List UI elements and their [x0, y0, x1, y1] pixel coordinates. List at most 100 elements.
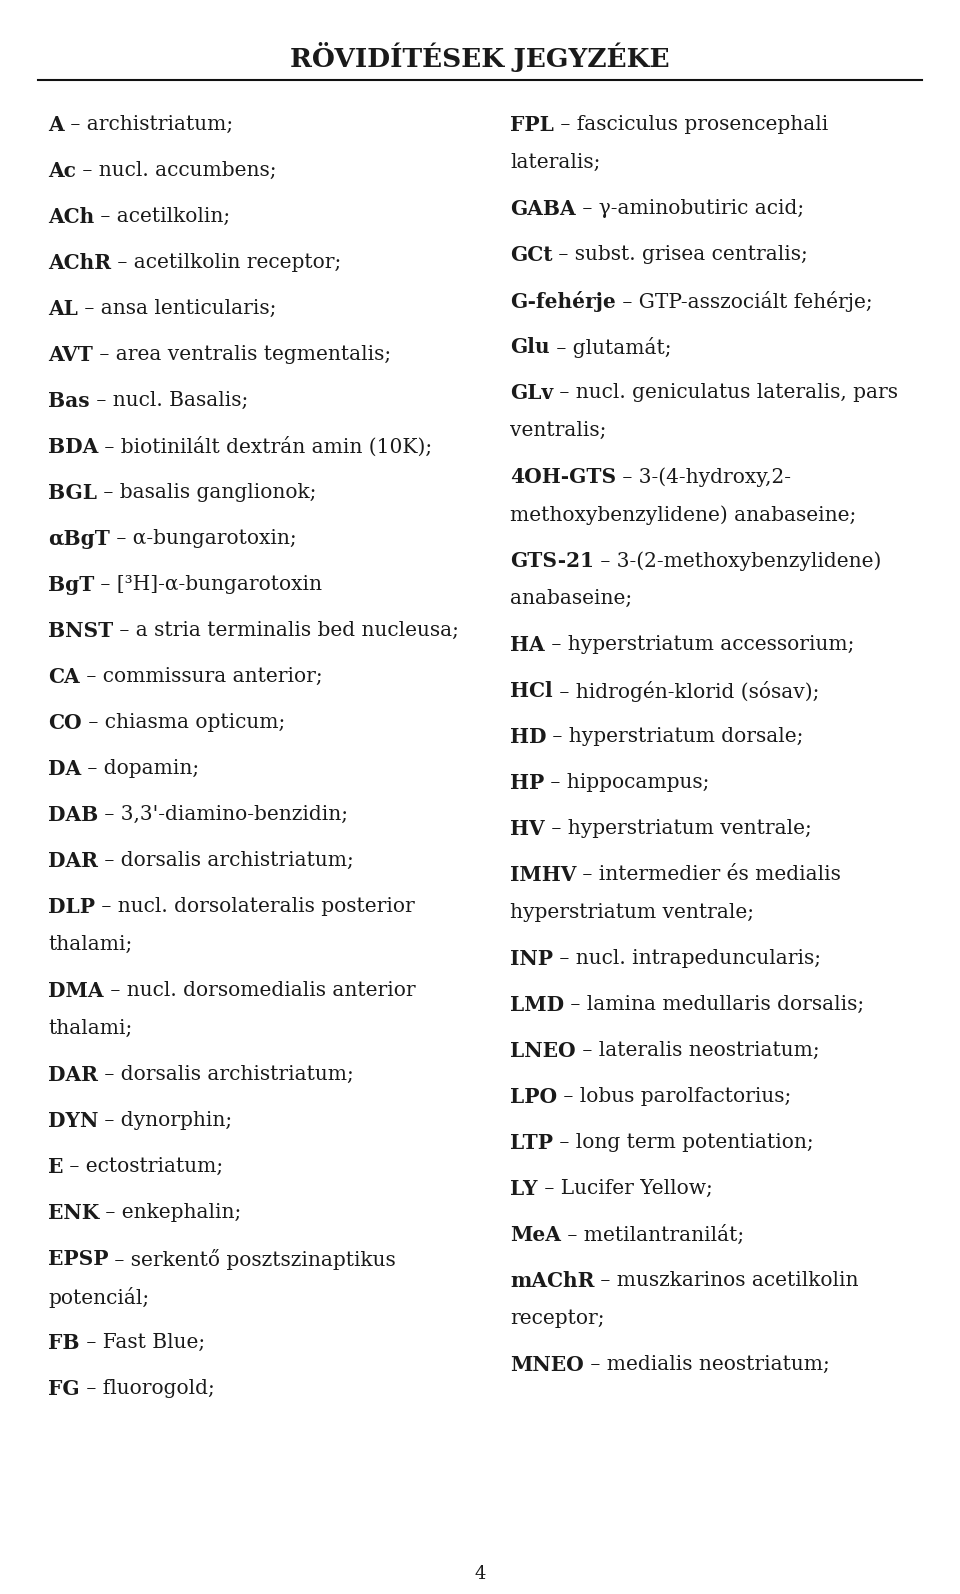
Text: – hyperstriatum ventrale;: – hyperstriatum ventrale;	[544, 819, 811, 838]
Text: BNST: BNST	[48, 622, 113, 641]
Text: – hippocampus;: – hippocampus;	[544, 773, 709, 792]
Text: INP: INP	[510, 948, 553, 969]
Text: MeA: MeA	[510, 1226, 561, 1245]
Text: E: E	[48, 1157, 63, 1176]
Text: – α-bungarotoxin;: – α-bungarotoxin;	[109, 529, 297, 548]
Text: DLP: DLP	[48, 897, 95, 917]
Text: DAB: DAB	[48, 805, 98, 826]
Text: – basalis ganglionok;: – basalis ganglionok;	[97, 483, 317, 502]
Text: – nucl. dorsomedialis anterior: – nucl. dorsomedialis anterior	[104, 980, 415, 999]
Text: methoxybenzylidene) anabaseine;: methoxybenzylidene) anabaseine;	[510, 505, 856, 524]
Text: LTP: LTP	[510, 1133, 553, 1152]
Text: – [³H]-α-bungarotoxin: – [³H]-α-bungarotoxin	[94, 575, 323, 595]
Text: thalami;: thalami;	[48, 936, 132, 953]
Text: DYN: DYN	[48, 1111, 98, 1132]
Text: lateralis;: lateralis;	[510, 153, 600, 172]
Text: BGL: BGL	[48, 483, 97, 504]
Text: HD: HD	[510, 727, 546, 748]
Text: – lobus parolfactorius;: – lobus parolfactorius;	[557, 1087, 791, 1106]
Text: EPSP: EPSP	[48, 1250, 108, 1269]
Text: AVT: AVT	[48, 344, 93, 365]
Text: G-fehérje: G-fehérje	[510, 292, 615, 312]
Text: GCt: GCt	[510, 245, 553, 265]
Text: – fluorogold;: – fluorogold;	[80, 1379, 214, 1398]
Text: – biotinilált dextrán amin (10K);: – biotinilált dextrán amin (10K);	[98, 437, 432, 457]
Text: GLv: GLv	[510, 383, 553, 403]
Text: – acetilkolin receptor;: – acetilkolin receptor;	[111, 253, 342, 273]
Text: – a stria terminalis bed nucleusa;: – a stria terminalis bed nucleusa;	[113, 622, 459, 641]
Text: LMD: LMD	[510, 995, 564, 1015]
Text: HA: HA	[510, 634, 544, 655]
Text: – glutamát;: – glutamát;	[550, 336, 671, 359]
Text: – hidrogén-klorid (sósav);: – hidrogén-klorid (sósav);	[553, 681, 819, 701]
Text: – 3-(4-hydroxy,2-: – 3-(4-hydroxy,2-	[616, 467, 791, 486]
Text: – metilantranilát;: – metilantranilát;	[561, 1226, 744, 1245]
Text: HV: HV	[510, 819, 544, 838]
Text: GABA: GABA	[510, 199, 576, 218]
Text: – Fast Blue;: – Fast Blue;	[80, 1333, 204, 1352]
Text: – lateralis neostriatum;: – lateralis neostriatum;	[576, 1041, 819, 1060]
Text: anabaseine;: anabaseine;	[510, 590, 632, 607]
Text: BDA: BDA	[48, 437, 98, 457]
Text: CO: CO	[48, 713, 82, 733]
Text: HP: HP	[510, 773, 544, 792]
Text: LPO: LPO	[510, 1087, 557, 1106]
Text: FB: FB	[48, 1333, 80, 1353]
Text: – enkephalin;: – enkephalin;	[99, 1203, 242, 1223]
Text: – archistriatum;: – archistriatum;	[63, 115, 232, 134]
Text: – hyperstriatum accessorium;: – hyperstriatum accessorium;	[544, 634, 854, 654]
Text: – lamina medullaris dorsalis;: – lamina medullaris dorsalis;	[564, 995, 864, 1014]
Text: – long term potentiation;: – long term potentiation;	[553, 1133, 814, 1152]
Text: AL: AL	[48, 300, 78, 319]
Text: LY: LY	[510, 1180, 538, 1199]
Text: – nucl. intrapeduncularis;: – nucl. intrapeduncularis;	[553, 948, 821, 968]
Text: – dorsalis archistriatum;: – dorsalis archistriatum;	[98, 851, 353, 870]
Text: – nucl. accumbens;: – nucl. accumbens;	[76, 161, 276, 180]
Text: – chiasma opticum;: – chiasma opticum;	[82, 713, 285, 732]
Text: thalami;: thalami;	[48, 1019, 132, 1038]
Text: Bas: Bas	[48, 391, 89, 411]
Text: – ansa lenticularis;: – ansa lenticularis;	[78, 300, 276, 317]
Text: DAR: DAR	[48, 1065, 98, 1086]
Text: receptor;: receptor;	[510, 1309, 605, 1328]
Text: – subst. grisea centralis;: – subst. grisea centralis;	[553, 245, 808, 265]
Text: GTS-21: GTS-21	[510, 552, 594, 571]
Text: – Lucifer Yellow;: – Lucifer Yellow;	[538, 1180, 712, 1199]
Text: HCl: HCl	[510, 681, 553, 701]
Text: – intermedier és medialis: – intermedier és medialis	[576, 866, 841, 885]
Text: – 3-(2-methoxybenzylidene): – 3-(2-methoxybenzylidene)	[594, 552, 881, 571]
Text: – acetilkolin;: – acetilkolin;	[94, 207, 230, 226]
Text: MNEO: MNEO	[510, 1355, 584, 1376]
Text: – ectostriatum;: – ectostriatum;	[63, 1157, 224, 1176]
Text: Ac: Ac	[48, 161, 76, 182]
Text: ventralis;: ventralis;	[510, 421, 607, 440]
Text: Glu: Glu	[510, 336, 550, 357]
Text: FG: FG	[48, 1379, 80, 1400]
Text: hyperstriatum ventrale;: hyperstriatum ventrale;	[510, 902, 754, 921]
Text: LNEO: LNEO	[510, 1041, 576, 1062]
Text: – dopamin;: – dopamin;	[82, 759, 200, 778]
Text: AChR: AChR	[48, 253, 111, 273]
Text: DMA: DMA	[48, 980, 104, 1001]
Text: – dorsalis archistriatum;: – dorsalis archistriatum;	[98, 1065, 353, 1084]
Text: – commissura anterior;: – commissura anterior;	[80, 666, 323, 685]
Text: ENK: ENK	[48, 1203, 99, 1223]
Text: – area ventralis tegmentalis;: – area ventralis tegmentalis;	[93, 344, 391, 363]
Text: ACh: ACh	[48, 207, 94, 226]
Text: mAChR: mAChR	[510, 1270, 594, 1291]
Text: IMHV: IMHV	[510, 866, 576, 885]
Text: – muszkarinos acetilkolin: – muszkarinos acetilkolin	[594, 1270, 859, 1290]
Text: – medialis neostriatum;: – medialis neostriatum;	[584, 1355, 829, 1374]
Text: 4: 4	[474, 1565, 486, 1583]
Text: BgT: BgT	[48, 575, 94, 595]
Text: – nucl. dorsolateralis posterior: – nucl. dorsolateralis posterior	[95, 897, 415, 917]
Text: A: A	[48, 115, 63, 135]
Text: – nucl. Basalis;: – nucl. Basalis;	[89, 391, 248, 410]
Text: – γ-aminobutiric acid;: – γ-aminobutiric acid;	[576, 199, 804, 218]
Text: – hyperstriatum dorsale;: – hyperstriatum dorsale;	[546, 727, 804, 746]
Text: – dynorphin;: – dynorphin;	[98, 1111, 232, 1130]
Text: 4OH-GTS: 4OH-GTS	[510, 467, 616, 488]
Text: – GTP-asszociált fehérje;: – GTP-asszociált fehérje;	[615, 292, 873, 312]
Text: – fasciculus prosencephali: – fasciculus prosencephali	[554, 115, 828, 134]
Text: CA: CA	[48, 666, 80, 687]
